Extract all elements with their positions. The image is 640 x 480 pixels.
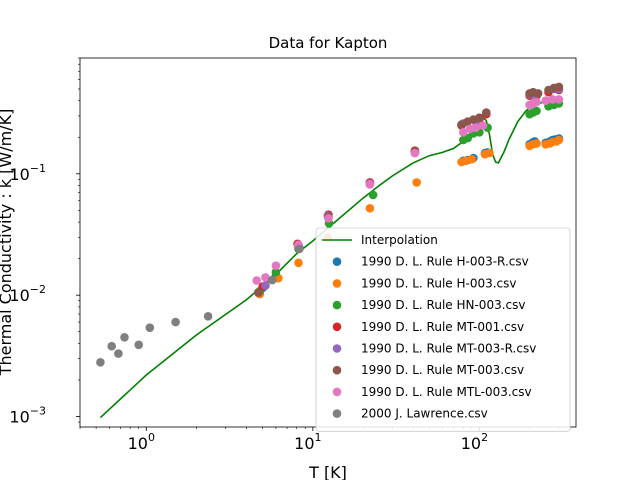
y-tick-label-base: 10 xyxy=(9,286,29,305)
legend-label-4: 1990 D. L. Rule MT-003-R.csv xyxy=(361,342,536,356)
data-point xyxy=(294,258,303,268)
legend-box xyxy=(315,227,571,432)
data-point xyxy=(467,154,477,164)
data-point xyxy=(145,323,155,333)
data-point xyxy=(533,89,543,98)
data-point xyxy=(412,178,422,187)
x-axis-label: T [K] xyxy=(308,463,347,480)
series-6 xyxy=(252,95,564,285)
x-tick-label-exponent: 0 xyxy=(148,431,155,444)
x-tick-label-base: 10 xyxy=(461,434,481,453)
data-point xyxy=(365,204,375,213)
data-point xyxy=(554,135,564,145)
data-point xyxy=(410,148,420,158)
data-point xyxy=(471,123,481,132)
data-point xyxy=(267,275,277,285)
legend-marker-2 xyxy=(332,300,342,310)
y-tick-label-exponent: −3 xyxy=(30,405,46,418)
legend-label-interpolation: Interpolation xyxy=(361,233,438,247)
y-axis-label: Thermal Conductivity : k [W/m/K] xyxy=(0,109,15,377)
data-point xyxy=(548,95,557,104)
data-point xyxy=(171,317,180,327)
data-point xyxy=(541,96,550,105)
data-point xyxy=(485,148,494,158)
data-point xyxy=(365,180,375,189)
y-tick-label-exponent: −2 xyxy=(30,283,46,296)
legend-marker-0 xyxy=(332,257,342,267)
data-point xyxy=(554,82,564,92)
data-point xyxy=(324,214,333,223)
legend-marker-6 xyxy=(332,387,342,397)
data-point xyxy=(532,106,541,116)
legend-label-2: 1990 D. L. Rule HN-003.csv xyxy=(361,298,525,312)
x-tick-label-base: 10 xyxy=(128,434,148,453)
legend-marker-7 xyxy=(332,409,342,418)
series-7 xyxy=(96,244,304,367)
y-tick-label: 10−3 xyxy=(9,405,46,427)
legend-label-0: 1990 D. L. Rule H-003-R.csv xyxy=(361,255,529,269)
legend: Interpolation 1990 D. L. Rule H-003-R.csv… xyxy=(315,227,571,432)
data-point xyxy=(478,121,488,130)
y-tick-label: 10−2 xyxy=(9,283,46,305)
data-point xyxy=(261,273,270,282)
legend-label-6: 1990 D. L. Rule MTL-003.csv xyxy=(361,385,532,399)
data-point xyxy=(554,95,564,104)
data-point xyxy=(253,288,263,297)
y-tick-label-base: 10 xyxy=(9,165,29,184)
data-point xyxy=(459,128,468,137)
data-point xyxy=(96,358,105,367)
data-point xyxy=(120,333,129,342)
x-tick-label-exponent: 2 xyxy=(481,431,488,444)
x-tick-label: 101 xyxy=(294,431,321,453)
legend-marker-5 xyxy=(332,365,342,375)
legend-marker-1 xyxy=(332,279,342,288)
legend-marker-3 xyxy=(332,322,342,332)
data-point xyxy=(107,341,116,351)
data-point xyxy=(532,97,541,107)
y-tick-label-base: 10 xyxy=(9,408,29,427)
series-1 xyxy=(255,135,564,299)
data-point xyxy=(368,190,378,200)
y-tick-label: 10−1 xyxy=(9,162,46,184)
chart-title: Data for Kapton xyxy=(269,34,388,52)
data-point xyxy=(295,244,304,254)
x-tick-label: 102 xyxy=(461,431,488,453)
legend-label-1: 1990 D. L. Rule H-003.csv xyxy=(361,276,517,290)
legend-marker-4 xyxy=(332,344,342,353)
legend-label-5: 1990 D. L. Rule MT-003.csv xyxy=(361,363,524,377)
data-point xyxy=(252,276,261,285)
data-point xyxy=(203,312,213,321)
data-point xyxy=(114,349,123,358)
data-point xyxy=(271,267,281,277)
data-point xyxy=(134,340,143,350)
data-point xyxy=(261,281,270,290)
legend-label-3: 1990 D. L. Rule MT-001.csv xyxy=(361,320,524,334)
data-point xyxy=(532,139,541,148)
legend-label-7: 2000 J. Lawrence.csv xyxy=(361,407,488,421)
x-tick-label-exponent: 1 xyxy=(315,431,322,444)
data-point xyxy=(482,108,491,117)
data-point xyxy=(271,261,281,271)
data-point xyxy=(475,113,484,122)
x-tick-label: 100 xyxy=(128,431,155,453)
x-tick-label-base: 10 xyxy=(294,434,314,453)
y-tick-label-exponent: −1 xyxy=(30,162,46,175)
